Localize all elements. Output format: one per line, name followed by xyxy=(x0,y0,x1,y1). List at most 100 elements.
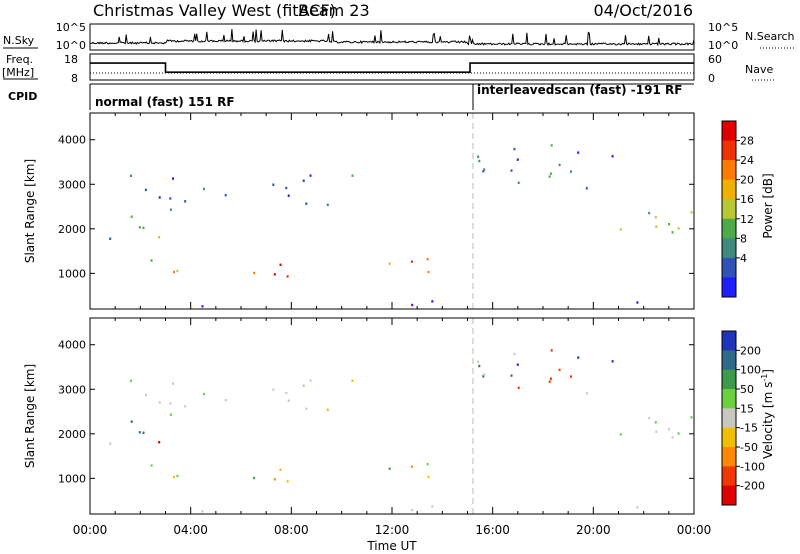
power-ytick-label: 1000 xyxy=(58,267,86,280)
power-cell xyxy=(202,187,205,191)
freq-panel: Freq. [MHz] 18 8 60 0 Nave xyxy=(2,53,775,85)
nsearch-tick-high: 10^5 xyxy=(708,21,738,34)
power-cell xyxy=(142,226,145,229)
power-cell xyxy=(302,179,305,182)
power-colorbar-swatch xyxy=(722,160,736,181)
power-cell xyxy=(273,273,276,276)
velocity-colorbar-label: Velocity [m s-1] xyxy=(760,369,775,459)
velocity-cell xyxy=(482,375,485,378)
velocity-cell xyxy=(654,421,657,424)
site-title: Christmas Valley West (fitACF) xyxy=(93,1,336,20)
velocity-cell xyxy=(172,382,174,385)
velocity-cell xyxy=(427,475,430,479)
freq-tick-high: 18 xyxy=(64,53,78,66)
velocity-ytick-label: 3000 xyxy=(58,383,86,396)
velocity-cell xyxy=(138,431,141,434)
velocity-cell xyxy=(426,463,429,466)
power-cell xyxy=(279,263,282,266)
freq-unit: [MHz] xyxy=(2,66,34,79)
nsky-tick-high: 10^5 xyxy=(56,21,86,34)
velocity-cell xyxy=(517,386,520,389)
power-cell xyxy=(158,236,161,239)
velocity-colorbar-tick-label: 50 xyxy=(740,383,754,396)
velocity-cell xyxy=(351,379,354,382)
cpid-strip: CPID normal (fast) 151 RF interleavedsca… xyxy=(8,83,694,110)
velocity-cell xyxy=(477,360,480,363)
velocity-colorbar-tick-label: -50 xyxy=(740,441,758,454)
velocity-cell xyxy=(158,441,161,444)
velocity-cell xyxy=(570,375,572,378)
power-cell xyxy=(144,188,147,192)
velocity-colorbar-tick-label: 200 xyxy=(740,344,761,357)
freq-tick-low: 8 xyxy=(71,72,78,85)
power-cell xyxy=(690,211,693,214)
velocity-cell xyxy=(483,373,486,376)
power-ytick-label: 4000 xyxy=(58,134,86,147)
x-tick-label: 12:00 xyxy=(375,523,410,537)
power-cell xyxy=(483,168,486,171)
nsky-tick-low: 10^0 xyxy=(56,39,86,52)
power-cell xyxy=(549,172,552,175)
velocity-cell xyxy=(109,442,112,445)
power-cell xyxy=(351,174,354,177)
power-cell xyxy=(516,158,519,161)
velocity-cell xyxy=(510,374,513,377)
velocity-colorbar-tick-label: 15 xyxy=(740,402,754,415)
power-cell xyxy=(648,211,651,215)
power-cell xyxy=(169,208,172,211)
velocity-colorbar-swatch xyxy=(722,369,736,390)
power-cell xyxy=(577,151,580,154)
velocity-cell xyxy=(201,510,204,513)
power-ytick-label: 2000 xyxy=(58,223,86,236)
velocity-scatter-cells xyxy=(109,349,693,513)
velocity-colorbar-tick-label: -15 xyxy=(740,422,758,435)
power-colorbar-tick-label: 4 xyxy=(740,252,747,265)
velocity-cell xyxy=(144,393,147,397)
power-cell xyxy=(309,174,312,177)
nsearch-tick-low: 10^0 xyxy=(708,39,738,52)
power-ytick-label: 3000 xyxy=(58,178,86,191)
power-colorbar-tick-label: 28 xyxy=(740,135,754,148)
power-cell xyxy=(668,223,671,226)
velocity-colorbar-swatch xyxy=(722,485,736,506)
power-colorbar-tick-label: 24 xyxy=(740,154,754,167)
velocity-cell xyxy=(302,384,305,387)
velocity-cell xyxy=(142,431,145,434)
velocity-cell xyxy=(279,468,282,471)
velocity-ytick-label: 2000 xyxy=(58,428,86,441)
power-colorbar-frame xyxy=(721,120,737,298)
velocity-ylabel: Slant Range [km] xyxy=(23,364,37,468)
velocity-cell xyxy=(287,399,290,402)
nsky-label: N.Sky xyxy=(3,34,35,47)
power-cell xyxy=(158,196,161,199)
velocity-colorbar-tick-label: -100 xyxy=(740,460,765,473)
power-cell xyxy=(431,300,434,303)
velocity-cell xyxy=(411,508,414,512)
power-cell xyxy=(677,227,680,230)
velocity-y-ticks: 1000 2000 3000 4000 xyxy=(58,339,694,485)
velocity-cell xyxy=(169,402,172,405)
cpid-segment-normal: normal (fast) 151 RF xyxy=(95,95,235,109)
beam-label: Beam 23 xyxy=(298,1,370,20)
x-tick-label: 20:00 xyxy=(576,523,611,537)
power-cell xyxy=(150,259,153,262)
x-tick-labels: 00:00 04:00 08:00 12:00 16:00 20:00 00:00 xyxy=(73,523,712,537)
x-tick-label: 08:00 xyxy=(274,523,309,537)
power-cell xyxy=(570,170,572,173)
velocity-cell xyxy=(272,388,275,391)
power-cell xyxy=(671,231,674,234)
power-cell xyxy=(285,186,288,190)
velocity-cell xyxy=(677,432,680,435)
velocity-cell xyxy=(648,416,651,420)
power-cell xyxy=(478,159,481,163)
nave-label: Nave xyxy=(745,63,773,76)
power-cell xyxy=(558,163,561,167)
velocity-colorbar-swatch xyxy=(722,350,736,371)
velocity-colorbar-tick-label: 100 xyxy=(740,364,761,377)
velocity-cell xyxy=(273,478,276,481)
nave-tick-high: 60 xyxy=(708,53,722,66)
cpid-label: CPID xyxy=(8,90,37,103)
velocity-cell xyxy=(158,401,161,404)
velocity-cell xyxy=(309,379,312,382)
x-tick-label: 04:00 xyxy=(173,523,208,537)
